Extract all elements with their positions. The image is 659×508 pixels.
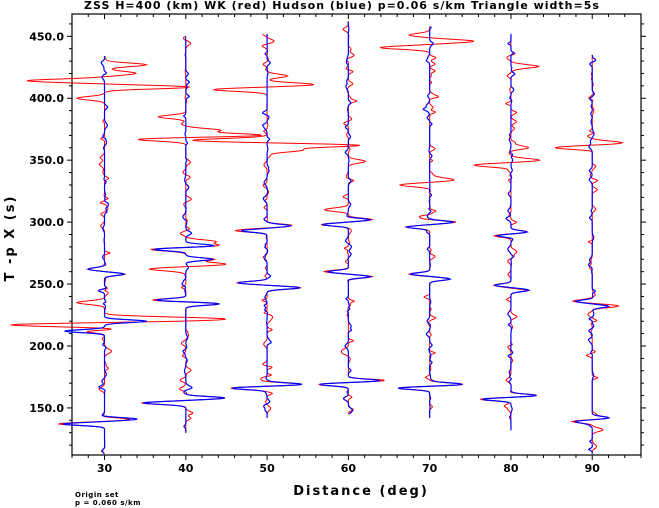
y-tick-label: 200.0 [29,340,64,353]
trace-hudson-blue [574,54,611,454]
x-tick-label: 40 [178,462,194,475]
trace-wk-red [555,54,624,454]
trace-hudson-blue [232,33,303,418]
y-tick-label: 150.0 [29,402,64,415]
x-tick-label: 50 [259,462,275,475]
y-tick-label: 350.0 [29,154,64,167]
trace-wk-red [380,26,475,418]
y-tick-label: 250.0 [29,278,64,291]
trace-hudson-blue [319,21,381,415]
chart-title: ZSS H=400 (km) WK (red) Hudson (blue) p=… [84,0,600,12]
trace-wk-red [138,35,263,433]
plot-frame [71,13,642,456]
trace-wk-red [472,33,542,431]
x-tick-label: 30 [97,462,113,475]
trace-hudson-blue [143,36,225,433]
x-axis: 30 40 50 60 70 80 90 [71,14,642,475]
trace-hudson-blue [397,26,463,418]
footer-origin: Origin set [75,491,119,499]
x-tick-label: 70 [422,462,438,475]
y-tick-label: 300.0 [29,216,64,229]
trace-wk-red [10,55,226,455]
x-tick-label: 60 [341,462,357,475]
y-tick-label: 450.0 [29,30,64,43]
x-axis-label: Distance (deg) [293,484,429,499]
trace-hudson-blue [62,56,147,455]
x-tick-label: 80 [503,462,519,475]
y-axis-label: T -p X (s) [3,195,18,282]
y-axis: 150.0 200.0 250.0 300.0 350.0 400.0 450.0 [29,23,646,446]
trace-hudson-blue [482,33,537,431]
x-tick-label: 90 [585,462,601,475]
traces-group [10,21,624,455]
y-tick-label: 400.0 [29,92,64,105]
footer-slowness: p = 0.060 s/km [75,499,142,507]
